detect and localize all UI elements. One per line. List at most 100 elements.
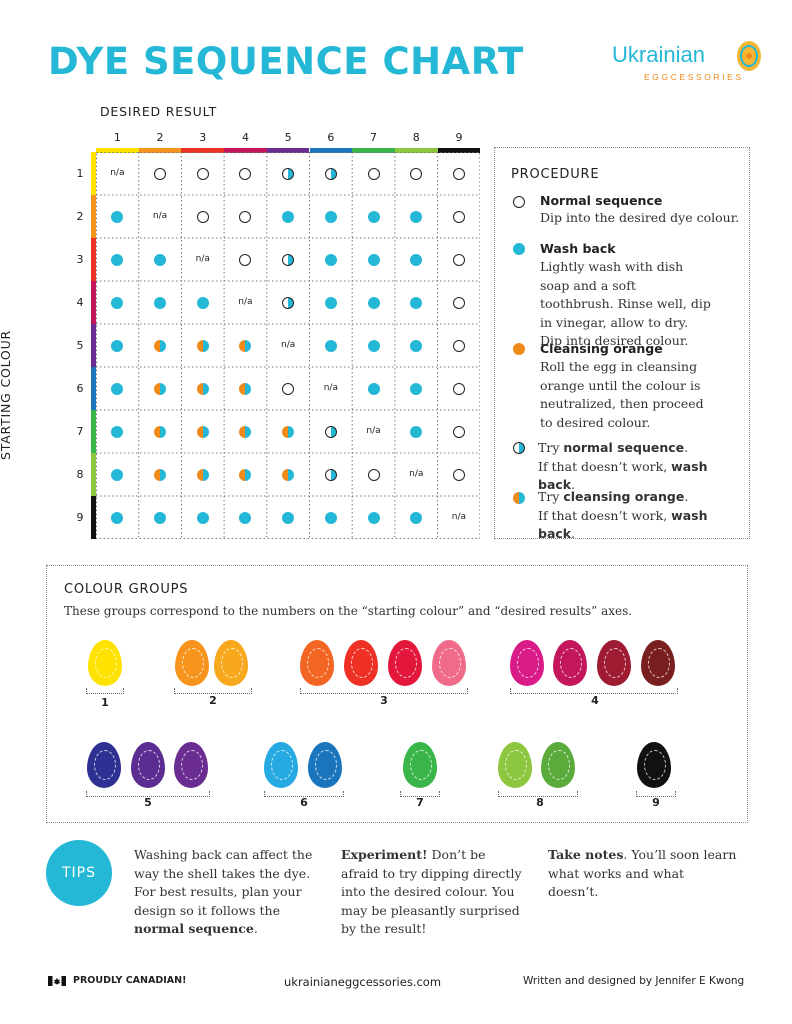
cell-na: n/a bbox=[152, 210, 168, 221]
grid-frame bbox=[96, 152, 480, 539]
try-normal-text: Try normal sequence. If that doesn’t wor… bbox=[538, 440, 708, 492]
egg-navy-icon bbox=[87, 742, 121, 788]
wash-back-dot bbox=[111, 511, 124, 524]
dye-sequence-grid bbox=[96, 152, 480, 539]
wash-back-text: Lightly wash with dish soap and a soft t… bbox=[540, 259, 711, 348]
desired-colour-bar bbox=[437, 148, 481, 153]
group-label-7: 7 bbox=[416, 796, 424, 809]
try-normal-symbol-icon bbox=[513, 442, 525, 454]
group-bracket bbox=[86, 688, 124, 694]
column-number: 1 bbox=[113, 131, 121, 144]
try-orange-dot bbox=[154, 339, 167, 352]
try-orange-dot bbox=[196, 425, 209, 438]
tips-badge: TIPS bbox=[46, 840, 112, 906]
normal-sequence-dot bbox=[452, 167, 465, 180]
group-bracket bbox=[636, 791, 676, 797]
normal-sequence-dot bbox=[196, 210, 209, 223]
group-bracket bbox=[498, 791, 578, 797]
brand-logo: Ukrainian EGGCESSORIES bbox=[612, 38, 762, 88]
normal-sequence-dot bbox=[452, 210, 465, 223]
egg-black-icon bbox=[637, 742, 671, 788]
normal-sequence-dot bbox=[452, 382, 465, 395]
normal-sequence-text: Dip into the desired dye colour. bbox=[540, 210, 740, 225]
wash-back-dot bbox=[367, 511, 380, 524]
starting-colour-bar bbox=[91, 367, 96, 410]
egg-yellow-icon bbox=[88, 640, 122, 686]
wash-back-dot bbox=[410, 425, 423, 438]
desired-colour-bar bbox=[224, 148, 267, 153]
row-number: 4 bbox=[76, 295, 84, 309]
group-label-5: 5 bbox=[144, 796, 152, 809]
try-normal-dot bbox=[282, 296, 295, 309]
column-number: 5 bbox=[284, 131, 292, 144]
desired-colour-bar bbox=[138, 148, 182, 153]
egg-red-orange-icon bbox=[300, 640, 334, 686]
try-orange-dot bbox=[239, 425, 252, 438]
group-bracket bbox=[400, 791, 440, 797]
normal-sequence-dot bbox=[410, 167, 423, 180]
normal-sequence-symbol-icon bbox=[513, 196, 525, 208]
logo-egg-icon bbox=[737, 41, 761, 71]
try-normal-dot bbox=[324, 468, 337, 481]
try-normal-dot bbox=[282, 253, 295, 266]
wash-back-dot bbox=[324, 210, 337, 223]
egg-red-icon bbox=[344, 640, 378, 686]
group-bracket bbox=[300, 688, 468, 694]
wash-back-dot bbox=[410, 210, 423, 223]
wash-back-dot bbox=[196, 296, 209, 309]
wash-back-symbol-icon bbox=[513, 243, 525, 255]
egg-green-icon bbox=[403, 742, 437, 788]
try-orange-dot bbox=[239, 382, 252, 395]
column-number: 2 bbox=[156, 131, 164, 144]
row-number: 5 bbox=[76, 338, 84, 352]
wash-back-dot bbox=[324, 253, 337, 266]
wash-back-dot bbox=[282, 511, 295, 524]
egg-orange-icon bbox=[214, 640, 248, 686]
egg-burgundy-icon bbox=[597, 640, 631, 686]
group-label-3: 3 bbox=[380, 694, 388, 707]
wash-back-dot bbox=[324, 339, 337, 352]
row-number: 8 bbox=[76, 467, 84, 481]
try-orange-dot bbox=[154, 425, 167, 438]
egg-purple-icon bbox=[174, 742, 208, 788]
group-bracket bbox=[86, 791, 210, 797]
normal-sequence-dot bbox=[452, 425, 465, 438]
wash-back-dot bbox=[324, 296, 337, 309]
wash-back-dot bbox=[410, 511, 423, 524]
starting-colour-bar bbox=[91, 410, 96, 453]
canada-flag-icon bbox=[48, 976, 66, 986]
starting-colour-bar bbox=[91, 238, 96, 281]
starting-colour-axis-label: STARTING COLOUR bbox=[0, 329, 13, 461]
normal-sequence-dot bbox=[452, 339, 465, 352]
group-label-6: 6 bbox=[300, 796, 308, 809]
cell-na: n/a bbox=[110, 167, 125, 178]
logo-word: Ukrainian bbox=[612, 42, 705, 67]
normal-sequence-dot bbox=[239, 167, 252, 180]
try-orange-dot bbox=[239, 339, 252, 352]
cleansing-orange-symbol-icon bbox=[513, 343, 525, 355]
desired-colour-bar bbox=[96, 148, 139, 153]
egg-pink-icon bbox=[432, 640, 466, 686]
wash-back-dot bbox=[111, 253, 124, 266]
row-number: 6 bbox=[76, 381, 84, 395]
desired-colour-bar bbox=[394, 148, 438, 153]
wash-back-dot bbox=[154, 511, 167, 524]
desired-colour-bar bbox=[309, 148, 353, 153]
normal-sequence-dot bbox=[154, 167, 167, 180]
wash-back-dot bbox=[154, 253, 167, 266]
page-title: DYE SEQUENCE CHART bbox=[48, 40, 524, 83]
try-orange-dot bbox=[239, 468, 252, 481]
row-number: 1 bbox=[76, 166, 84, 180]
wash-back-dot bbox=[196, 511, 209, 524]
egg-maroon-icon bbox=[641, 640, 675, 686]
cell-na: n/a bbox=[451, 511, 467, 522]
cleansing-orange-heading: Cleansing orange bbox=[540, 341, 663, 356]
procedure-box bbox=[494, 147, 750, 539]
group-bracket bbox=[510, 688, 678, 694]
normal-sequence-dot bbox=[282, 382, 295, 395]
wash-back-dot bbox=[367, 296, 380, 309]
footer-website-link[interactable]: ukrainianeggcessories.com bbox=[284, 975, 442, 989]
wash-back-dot bbox=[282, 210, 295, 223]
cell-na: n/a bbox=[238, 296, 253, 307]
wash-back-dot bbox=[111, 425, 124, 438]
